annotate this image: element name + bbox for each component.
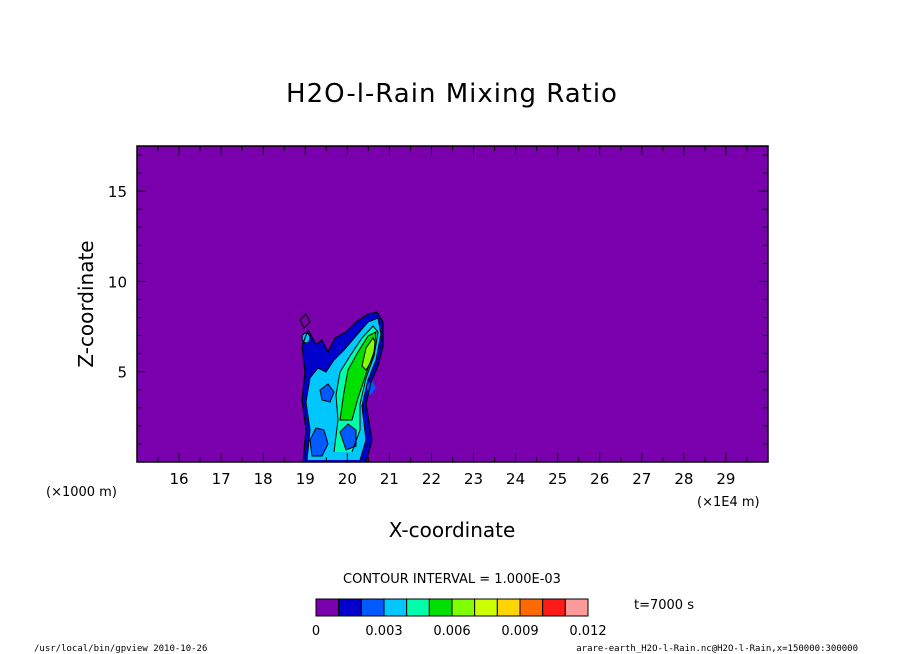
colorbar-cell	[451, 598, 476, 617]
contour-plume	[299, 311, 384, 463]
x-tick-label: 25	[548, 470, 567, 488]
x-tick-label: 24	[506, 470, 525, 488]
x-tick-label: 18	[254, 470, 273, 488]
colorbar-cell	[428, 598, 453, 617]
colorbar-cell	[519, 598, 544, 617]
footer-left: /usr/local/bin/gpview 2010-10-26	[34, 644, 207, 654]
x-axis-label: X-coordinate	[389, 518, 516, 542]
colorbar-cell	[360, 598, 385, 617]
x-tick-label: 22	[422, 470, 441, 488]
colorbar-cell	[564, 598, 589, 617]
footer-right: arare-earth_H2O-l-Rain.nc@H2O-l-Rain,x=1…	[576, 644, 858, 654]
colorbar-cell	[542, 598, 566, 617]
colorbar-tick-label: 0.012	[569, 624, 606, 639]
x-tick-label: 20	[338, 470, 357, 488]
colorbar: 0 0.003 0.006 0.009 0.012	[312, 598, 607, 639]
y-tick-label: 5	[117, 364, 127, 382]
contour-level-7	[362, 338, 376, 370]
x-tick-label: 28	[674, 470, 693, 488]
x-tick-label: 19	[296, 470, 315, 488]
axes: 16 17 18 19 20 21 22 23 24 25 26 27 28 29 5 10 15	[108, 145, 769, 488]
colorbar-cell	[315, 598, 340, 617]
x-tick-label: 16	[170, 470, 189, 488]
colorbar-cell	[383, 598, 408, 617]
colorbar-cell	[406, 598, 430, 617]
contour-interval: CONTOUR INTERVAL = 1.000E-03	[343, 572, 561, 587]
chart-title: H2O-l-Rain Mixing Ratio	[286, 79, 618, 109]
x-tick-label: 17	[212, 470, 231, 488]
colorbar-cell	[474, 598, 498, 617]
x-units-left: (×1000 m)	[46, 485, 117, 500]
y-tick-label: 15	[108, 183, 127, 201]
plot-area	[137, 146, 768, 462]
x-tick-label: 26	[590, 470, 609, 488]
time-label: t=7000 s	[634, 598, 694, 613]
y-tick-label: 10	[108, 273, 127, 291]
x-tick-label: 27	[632, 470, 651, 488]
colorbar-cell	[496, 598, 521, 617]
colorbar-tick-label: 0.003	[365, 624, 402, 639]
x-tick-label: 29	[716, 470, 735, 488]
contour-patch	[320, 384, 334, 402]
x-tick-label: 23	[464, 470, 483, 488]
y-axis-label: Z-coordinate	[74, 240, 98, 367]
colorbar-tick-label: 0.006	[433, 624, 470, 639]
contour-patch	[310, 428, 328, 456]
x-tick-label: 21	[380, 470, 399, 488]
colorbar-cell	[338, 598, 362, 617]
x-units-right: (×1E4 m)	[697, 495, 760, 510]
colorbar-tick-label: 0	[312, 624, 320, 639]
colorbar-tick-label: 0.009	[501, 624, 538, 639]
